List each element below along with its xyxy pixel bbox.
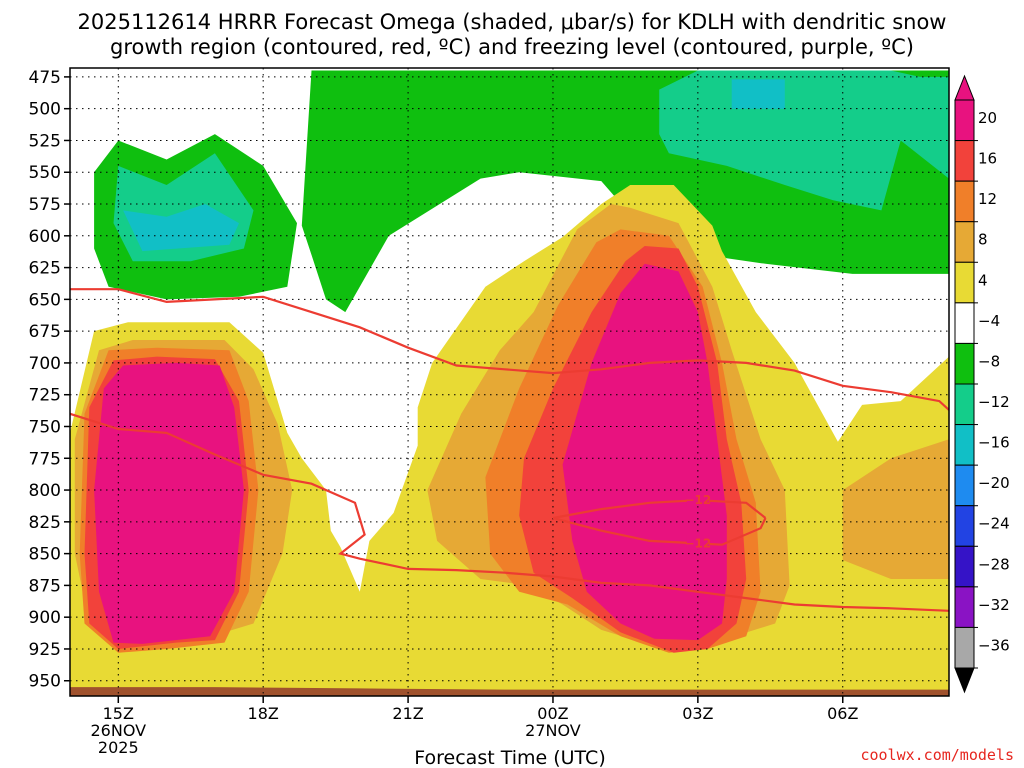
colorbar-swatch — [954, 342, 975, 385]
colorbar-label: −32 — [978, 596, 1010, 614]
x-tick-label: 03Z — [682, 704, 713, 723]
colorbar-label: −4 — [978, 312, 1000, 330]
colorbar-swatch — [954, 302, 975, 344]
contour-label-12-lower: −12 — [684, 536, 711, 550]
colorbar-swatch — [954, 180, 975, 223]
colorbar-swatch — [954, 140, 975, 182]
y-tick-label: 475 — [29, 68, 61, 88]
y-tick-label: 600 — [29, 227, 61, 247]
y-tick-label: 650 — [29, 290, 61, 310]
omega-region-pink-14 — [94, 362, 244, 644]
contour-12-upper — [552, 499, 767, 520]
colorbar-swatch — [954, 505, 975, 547]
y-tick-label: 675 — [29, 322, 61, 342]
y-tick-label: 525 — [29, 131, 61, 151]
y-tick-label: 750 — [29, 417, 61, 437]
contour-layer: −12 −12 — [70, 288, 949, 612]
credit-text: coolwx.com/models — [860, 746, 1014, 764]
colorbar-swatch — [954, 545, 975, 588]
colorbar-min-arrow — [954, 667, 975, 694]
colorbar-swatch — [954, 424, 975, 466]
plot-frame — [69, 67, 950, 697]
colorbar-swatch — [954, 464, 975, 507]
colorbar-label: −12 — [978, 393, 1010, 411]
colorbar-label: 8 — [978, 231, 988, 249]
colorbar-swatch — [954, 261, 975, 304]
colorbar-label: 20 — [978, 109, 997, 127]
y-axis: 475 500 525 550 575 600 625 650 675 700 725 750 775 8… — [29, 68, 70, 692]
terrain-band — [70, 687, 949, 696]
contour-label-bg — [686, 535, 709, 550]
colorbar-label: −16 — [978, 434, 1010, 452]
y-tick-label: 625 — [29, 259, 61, 279]
omega-region-cyan-3 — [123, 204, 239, 252]
contour-label-12-upper: −12 — [684, 493, 711, 507]
x-tick-label: 06Z — [827, 704, 858, 723]
y-tick-label: 850 — [29, 545, 61, 565]
colorbar-label: −24 — [978, 515, 1010, 533]
colorbar-label: 4 — [978, 271, 988, 289]
colorbar-swatch — [954, 221, 975, 263]
colorbar-label: −28 — [978, 555, 1010, 573]
plot-area: −12 −12 — [70, 68, 949, 696]
omega-region-teal-4 — [659, 70, 949, 211]
y-tick-label: 500 — [29, 100, 61, 120]
y-tick-label: 800 — [29, 481, 61, 501]
colorbar-swatch — [954, 99, 975, 142]
contour-dgz-lower — [70, 412, 949, 612]
chart-title-line-1: 2025112614 HRRR Forecast Omega (shaded, … — [78, 10, 947, 34]
y-tick-label: 925 — [29, 640, 61, 660]
x-tick-label: 18Z — [248, 704, 279, 723]
colorbar-max-arrow — [954, 74, 975, 101]
colorbar-label: −36 — [978, 636, 1010, 654]
y-tick-label: 575 — [29, 195, 61, 215]
colorbar-swatch — [954, 586, 975, 628]
x-tick-label: 15Z — [103, 704, 134, 723]
y-tick-label: 900 — [29, 608, 61, 628]
colorbar-swatch — [954, 626, 975, 669]
x-tick-label: 2025 — [98, 738, 139, 757]
y-tick-label: 950 — [29, 672, 61, 692]
colorbar-label: 12 — [978, 190, 997, 208]
y-tick-label: 700 — [29, 354, 61, 374]
y-tick-label: 775 — [29, 449, 61, 469]
terrain-layer — [70, 687, 949, 696]
x-axis-label: Forecast Time (UTC) — [414, 747, 605, 768]
y-tick-label: 825 — [29, 513, 61, 533]
contour-label-bg — [686, 492, 709, 507]
y-tick-label: 875 — [29, 576, 61, 596]
colorbar-label: 16 — [978, 150, 997, 168]
omega-region-gold-9 — [842, 439, 949, 579]
colorbar-label: −20 — [978, 474, 1010, 492]
colorbar: 20 16 12 8 4 −4 −8 −12 −16 −20 −24 −28 −32 −36 — [954, 74, 1010, 694]
chart-title-line-2: growth region (contoured, red, ºC) and f… — [110, 35, 914, 59]
colorbar-swatch — [954, 383, 975, 426]
omega-region-cyan-5 — [731, 79, 785, 109]
x-tick-label: 26NOV — [90, 721, 146, 740]
y-tick-label: 725 — [29, 386, 61, 406]
contour-dgz-upper — [70, 288, 949, 411]
x-tick-label: 00Z — [537, 704, 568, 723]
x-tick-label: 21Z — [392, 704, 423, 723]
x-tick-label: 27NOV — [525, 721, 581, 740]
colorbar-label: −8 — [978, 352, 1000, 370]
y-tick-label: 550 — [29, 163, 61, 183]
omega-region-pink-15 — [562, 263, 727, 641]
